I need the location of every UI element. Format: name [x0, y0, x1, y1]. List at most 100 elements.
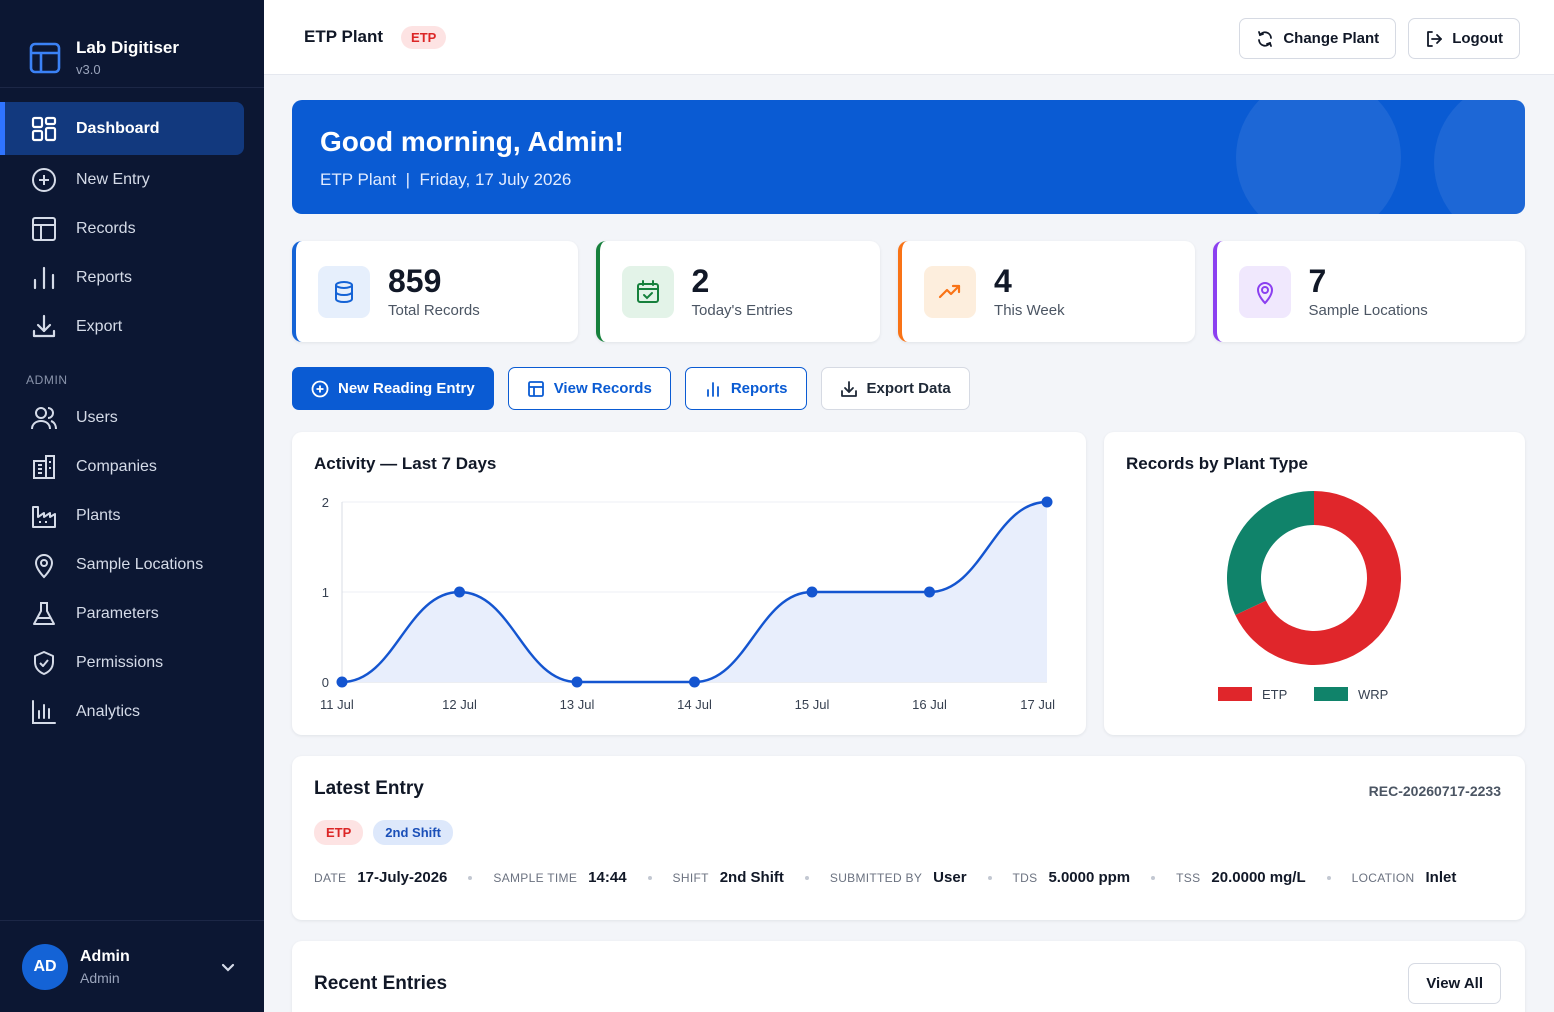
pie-slice-wrp	[1227, 491, 1314, 616]
x-tick-label: 14 Jul	[677, 697, 712, 712]
sidebar-item-label: Companies	[76, 457, 157, 475]
sidebar-item-sample-locations[interactable]: Sample Locations	[0, 540, 244, 589]
plant-type-chart-card: ETP WRP Records by Plant Type	[1104, 432, 1525, 735]
table-icon	[527, 380, 544, 397]
latest-entry-title: Latest Entry	[314, 778, 424, 799]
button-label: View Records	[553, 380, 652, 397]
field-key: DATE	[314, 871, 347, 885]
quick-actions: New Reading Entry View Records Reports E…	[292, 367, 1525, 410]
plus-circle-icon	[32, 167, 56, 192]
sidebar-item-label: Records	[76, 219, 136, 237]
factory-icon	[32, 505, 56, 528]
view-all-button[interactable]: View All	[1408, 963, 1501, 1004]
bar-chart-icon	[33, 266, 55, 289]
export-data-button[interactable]: Export Data	[820, 367, 970, 410]
view-records-button[interactable]: View Records	[507, 367, 671, 410]
map-pin-icon	[34, 553, 54, 578]
shield-check-icon	[34, 650, 54, 675]
sidebar-item-reports[interactable]: Reports	[0, 253, 244, 302]
pie-slice-etp	[1235, 491, 1401, 665]
new-reading-entry-button[interactable]: New Reading Entry	[292, 367, 494, 410]
field-value: 17-July-2026	[357, 869, 448, 886]
greeting-banner: Good morning, Admin! ETP Plant | Friday,…	[292, 100, 1525, 214]
sidebar-item-new-entry[interactable]: New Entry	[0, 155, 244, 204]
stat-card-total-records[interactable]: 859 Total Records	[292, 241, 578, 342]
sidebar-item-users[interactable]: Users	[0, 393, 244, 442]
plant-type-badge: ETP	[401, 25, 447, 49]
data-point	[1041, 496, 1053, 508]
activity-chart-title: Activity — Last 7 Days	[314, 454, 497, 473]
stats-row: 859 Total Records 2 Today's Entries	[292, 241, 1525, 342]
map-pin-icon	[1256, 281, 1273, 304]
brand-name: Lab Digitiser	[76, 38, 179, 57]
sidebar-item-analytics[interactable]: Analytics	[0, 687, 244, 736]
field-key: SUBMITTED BY	[829, 871, 923, 885]
sidebar-item-plants[interactable]: Plants	[0, 491, 244, 540]
field-sample-time: SAMPLE TIME 14:44	[493, 869, 626, 886]
logout-button[interactable]: Logout	[1408, 18, 1520, 59]
stat-card-this-week[interactable]: 4 This Week	[898, 241, 1195, 342]
sidebar-item-label: Export	[76, 317, 123, 335]
recent-entries-title: Recent Entries	[314, 973, 448, 994]
greeting-text: Good morning, Admin!	[320, 126, 624, 157]
stat-value: 2	[691, 263, 710, 299]
plant-type-donut-chart: ETP WRP	[1218, 491, 1401, 702]
sidebar-item-dashboard[interactable]: Dashboard	[0, 102, 244, 155]
change-plant-button[interactable]: Change Plant	[1239, 18, 1397, 59]
decorative-circle	[1236, 100, 1401, 214]
button-label: Export Data	[866, 380, 951, 397]
data-point	[454, 586, 465, 598]
data-point	[806, 586, 818, 598]
separator-dot	[987, 875, 992, 880]
data-point	[924, 586, 935, 598]
sidebar-item-label: Dashboard	[76, 119, 160, 137]
sidebar-item-permissions[interactable]: Permissions	[0, 638, 244, 687]
separator-dot	[1151, 875, 1156, 880]
recent-entries-card: Recent Entries View All	[292, 941, 1525, 1012]
chevron-down-icon[interactable]	[218, 957, 238, 977]
field-date: DATE 17-July-2026	[314, 869, 447, 886]
separator-dot	[468, 875, 473, 880]
legend-label: ETP	[1262, 687, 1287, 702]
trend-up-icon	[938, 284, 961, 298]
logout-label: Logout	[1452, 30, 1503, 47]
sidebar-item-label: Sample Locations	[76, 555, 204, 573]
field-key: TDS	[1012, 871, 1038, 885]
field-key: SHIFT	[672, 871, 709, 885]
building-icon	[33, 454, 55, 479]
field-location: LOCATION Inlet	[1352, 869, 1457, 886]
sidebar: Lab Digitiser v3.0 Dashboard New Entry R…	[0, 0, 264, 1012]
bar-chart-icon	[706, 381, 719, 397]
download-icon	[840, 380, 857, 397]
table-icon	[32, 216, 56, 241]
field-key: LOCATION	[1351, 871, 1415, 885]
flask-icon	[33, 601, 55, 625]
user-name: Admin	[80, 947, 130, 965]
brand[interactable]: Lab Digitiser v3.0	[0, 0, 264, 88]
stat-value: 859	[388, 263, 442, 299]
sidebar-item-label: Analytics	[76, 702, 141, 720]
field-value: 14:44	[588, 869, 627, 886]
stat-label: Sample Locations	[1308, 302, 1428, 319]
plant-type-chart-title: Records by Plant Type	[1126, 454, 1309, 473]
table-logo-icon	[29, 42, 61, 73]
y-tick-label: 2	[322, 495, 329, 510]
sidebar-item-records[interactable]: Records	[0, 204, 244, 253]
analytics-icon	[32, 699, 56, 724]
stat-card-sample-locations[interactable]: 7 Sample Locations	[1212, 241, 1525, 342]
brand-version: v3.0	[76, 62, 101, 77]
field-value: 20.0000 mg/L	[1211, 869, 1306, 886]
separator-dot	[804, 875, 809, 880]
sidebar-item-label: Reports	[76, 268, 133, 286]
y-tick-label: 1	[322, 585, 329, 600]
download-icon	[32, 314, 56, 337]
reports-button[interactable]: Reports	[684, 367, 807, 410]
user-menu[interactable]: AD Admin Admin	[0, 920, 264, 1012]
sidebar-item-export[interactable]: Export	[0, 302, 244, 351]
sidebar-item-companies[interactable]: Companies	[0, 442, 244, 491]
data-point	[336, 676, 348, 688]
sidebar-item-label: New Entry	[76, 170, 150, 188]
stat-label: Today's Entries	[691, 302, 793, 319]
stat-card-todays-entries[interactable]: 2 Today's Entries	[595, 241, 881, 342]
sidebar-item-parameters[interactable]: Parameters	[0, 589, 244, 638]
